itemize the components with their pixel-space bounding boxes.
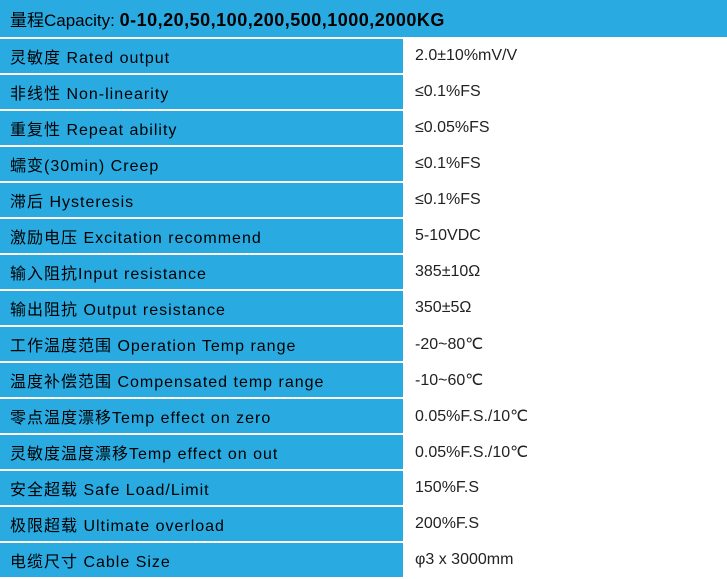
spec-label: 零点温度漂移Temp effect on zero (0, 399, 405, 433)
spec-value: 2.0±10%mV/V (405, 39, 727, 73)
spec-label: 激励电压 Excitation recommend (0, 219, 405, 253)
table-row: 输入阻抗Input resistance385±10Ω (0, 255, 727, 291)
table-row: 电缆尺寸 Cable Sizeφ3 x 3000mm (0, 543, 727, 579)
spec-value: 350±5Ω (405, 291, 727, 325)
table-row: 激励电压 Excitation recommend5-10VDC (0, 219, 727, 255)
capacity-label: 量程Capacity: (10, 11, 120, 30)
spec-label: 滞后 Hysteresis (0, 183, 405, 217)
spec-value: -10~60℃ (405, 363, 727, 397)
table-row: 工作温度范围 Operation Temp range-20~80℃ (0, 327, 727, 363)
table-row: 蠕变(30min) Creep≤0.1%FS (0, 147, 727, 183)
spec-label: 工作温度范围 Operation Temp range (0, 327, 405, 361)
spec-value: ≤0.1%FS (405, 75, 727, 109)
spec-value: ≤0.1%FS (405, 183, 727, 217)
spec-label: 输入阻抗Input resistance (0, 255, 405, 289)
spec-value: 5-10VDC (405, 219, 727, 253)
spec-value: -20~80℃ (405, 327, 727, 361)
spec-label: 灵敏度温度漂移Temp effect on out (0, 435, 405, 469)
table-row: 零点温度漂移Temp effect on zero0.05%F.S./10℃ (0, 399, 727, 435)
table-row: 温度补偿范围 Compensated temp range-10~60℃ (0, 363, 727, 399)
table-row: 滞后 Hysteresis≤0.1%FS (0, 183, 727, 219)
spec-label: 非线性 Non-linearity (0, 75, 405, 109)
spec-value: 385±10Ω (405, 255, 727, 289)
table-row: 灵敏度温度漂移Temp effect on out0.05%F.S./10℃ (0, 435, 727, 471)
capacity-header-row: 量程Capacity: 0-10,20,50,100,200,500,1000,… (0, 0, 727, 39)
spec-value: 0.05%F.S./10℃ (405, 435, 727, 469)
spec-label: 蠕变(30min) Creep (0, 147, 405, 181)
table-row: 输出阻抗 Output resistance350±5Ω (0, 291, 727, 327)
table-row: 重复性 Repeat ability≤0.05%FS (0, 111, 727, 147)
spec-value: ≤0.1%FS (405, 147, 727, 181)
table-row: 非线性 Non-linearity≤0.1%FS (0, 75, 727, 111)
spec-label: 安全超载 Safe Load/Limit (0, 471, 405, 505)
specification-table: 量程Capacity: 0-10,20,50,100,200,500,1000,… (0, 0, 727, 579)
table-row: 极限超载 Ultimate overload200%F.S (0, 507, 727, 543)
spec-label: 温度补偿范围 Compensated temp range (0, 363, 405, 397)
spec-value: 200%F.S (405, 507, 727, 541)
spec-label: 极限超载 Ultimate overload (0, 507, 405, 541)
spec-value: 0.05%F.S./10℃ (405, 399, 727, 433)
spec-value: ≤0.05%FS (405, 111, 727, 145)
spec-value: 150%F.S (405, 471, 727, 505)
capacity-value: 0-10,20,50,100,200,500,1000,2000KG (120, 10, 445, 30)
spec-label: 重复性 Repeat ability (0, 111, 405, 145)
spec-value: φ3 x 3000mm (405, 543, 727, 577)
table-row: 安全超载 Safe Load/Limit150%F.S (0, 471, 727, 507)
table-row: 灵敏度 Rated output2.0±10%mV/V (0, 39, 727, 75)
spec-label: 输出阻抗 Output resistance (0, 291, 405, 325)
spec-label: 灵敏度 Rated output (0, 39, 405, 73)
spec-label: 电缆尺寸 Cable Size (0, 543, 405, 577)
